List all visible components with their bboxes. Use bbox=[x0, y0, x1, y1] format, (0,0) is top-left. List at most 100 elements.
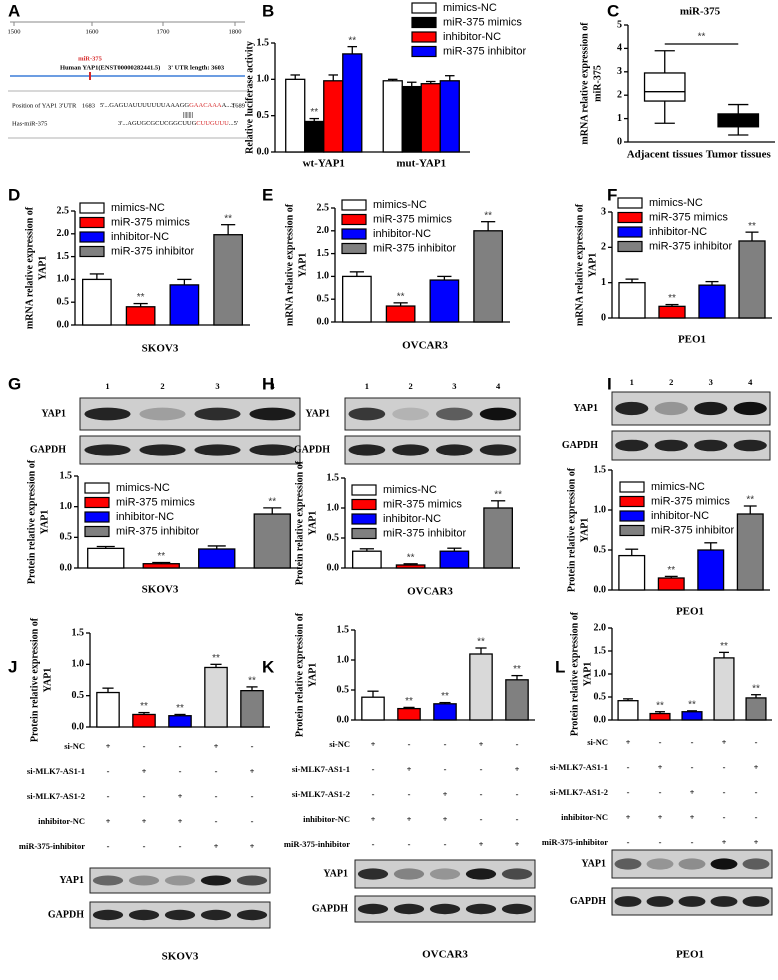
condition-sign: - bbox=[372, 764, 375, 774]
blot-band bbox=[357, 903, 389, 915]
blot-band bbox=[392, 407, 429, 421]
legend-swatch bbox=[79, 231, 105, 243]
significance: ** bbox=[212, 653, 220, 664]
y-tick-label: 1.0 bbox=[327, 502, 340, 513]
blot-band bbox=[479, 444, 517, 456]
significance: ** bbox=[397, 291, 405, 302]
blot-label: YAP1 bbox=[573, 403, 598, 414]
significance: ** bbox=[176, 703, 184, 714]
condition-sign: - bbox=[251, 816, 254, 826]
blot-band bbox=[733, 439, 767, 452]
y-tick-label: 1.0 bbox=[60, 501, 73, 512]
panel-letter: B bbox=[262, 1, 274, 20]
blot-band bbox=[200, 875, 232, 886]
y-tick-label: 5 bbox=[617, 19, 622, 30]
lane-number: 4 bbox=[496, 381, 501, 391]
bar bbox=[240, 690, 264, 728]
condition-sign: - bbox=[516, 739, 519, 749]
legend-swatch bbox=[341, 228, 367, 240]
blot-band bbox=[92, 909, 124, 921]
bar bbox=[401, 85, 422, 153]
condition-sign: + bbox=[690, 812, 695, 822]
condition-sign: - bbox=[627, 787, 630, 797]
legend-swatch bbox=[79, 202, 105, 214]
blot-label: GAPDH bbox=[562, 440, 598, 451]
y-tick-label: 4 bbox=[617, 43, 622, 54]
bar bbox=[361, 696, 385, 721]
legend-label: mimics-NC bbox=[383, 484, 437, 496]
significance: ** bbox=[484, 210, 492, 221]
blot-label: YAP1 bbox=[323, 868, 348, 879]
y-axis-label: YAP1 bbox=[39, 510, 50, 535]
y-axis-label: mRNA relative expression of bbox=[574, 203, 585, 326]
y-tick-label: 0.5 bbox=[72, 690, 85, 701]
blot-band bbox=[249, 407, 296, 421]
y-tick-label: 1 bbox=[617, 113, 622, 124]
significance: ** bbox=[748, 221, 756, 232]
blot-label: GAPDH bbox=[48, 909, 84, 920]
y-tick-label: 1.0 bbox=[72, 659, 85, 670]
legend-swatch bbox=[619, 481, 645, 493]
condition-sign: - bbox=[516, 789, 519, 799]
blot-band bbox=[742, 858, 770, 870]
y-tick-label: 3 bbox=[601, 206, 606, 217]
y-tick-label: 0 bbox=[617, 136, 622, 147]
x-axis-label: OVCAR3 bbox=[422, 949, 468, 961]
bar bbox=[469, 653, 493, 721]
legend-swatch bbox=[79, 245, 105, 258]
condition-sign: + bbox=[479, 739, 484, 749]
condition-sign: - bbox=[143, 841, 146, 851]
bar bbox=[649, 712, 671, 721]
y-axis-label: YAP1 bbox=[307, 511, 318, 536]
x-axis-label: OVCAR3 bbox=[407, 586, 453, 598]
scale-label: 1500 bbox=[8, 28, 21, 35]
bar bbox=[618, 554, 646, 591]
blot-band bbox=[654, 401, 688, 416]
legend-label: miR-375 mimics bbox=[383, 498, 462, 510]
condition-sign: - bbox=[723, 762, 726, 772]
legend-swatch bbox=[619, 524, 645, 537]
lane-number: 1 bbox=[365, 381, 369, 391]
condition-sign: - bbox=[408, 839, 411, 849]
condition-sign: - bbox=[480, 814, 483, 824]
panel-letter: D bbox=[8, 185, 20, 204]
pairing: ||||||| bbox=[183, 111, 193, 118]
condition-label: miR-375-inhibitor bbox=[284, 839, 350, 849]
blot-band bbox=[393, 868, 425, 880]
y-tick-label: 1.5 bbox=[327, 472, 340, 483]
y-tick-label: 0.0 bbox=[327, 562, 340, 573]
blot-label: GAPDH bbox=[294, 444, 330, 455]
y-axis-label: mRNA relative expression of bbox=[24, 206, 35, 329]
blot-band bbox=[128, 875, 160, 886]
legend-swatch bbox=[619, 510, 645, 522]
legend-label: miR-375 mimics bbox=[373, 213, 452, 225]
y-axis-label: YAP1 bbox=[579, 518, 590, 543]
blot-label: YAP1 bbox=[305, 408, 330, 419]
legend-label: inhibitor-NC bbox=[373, 228, 431, 240]
legend-label: miR-375 inhibitor bbox=[649, 240, 732, 252]
legend-swatch bbox=[84, 482, 110, 494]
significance: ** bbox=[668, 293, 676, 304]
condition-sign: + bbox=[214, 741, 219, 751]
blot-band bbox=[742, 896, 770, 907]
condition-label: si-MLK7-AS1-2 bbox=[27, 791, 85, 801]
condition-label: si-MLK7-AS1-1 bbox=[550, 762, 608, 772]
bar bbox=[168, 715, 192, 728]
condition-sign: - bbox=[372, 839, 375, 849]
bar bbox=[82, 278, 112, 326]
sequence-highlight: GAACAAA bbox=[189, 102, 222, 109]
condition-label: inhibitor-NC bbox=[303, 814, 350, 824]
y-tick-label: 0.5 bbox=[257, 110, 270, 121]
bar bbox=[352, 550, 382, 569]
lane-number: 3 bbox=[452, 381, 456, 391]
legend-label: miR-375 inhibitor bbox=[111, 245, 194, 257]
condition-sign: + bbox=[515, 764, 520, 774]
condition-label: si-MLK7-AS1-1 bbox=[27, 766, 85, 776]
condition-sign: - bbox=[372, 789, 375, 799]
legend-swatch bbox=[351, 498, 377, 511]
legend-swatch bbox=[79, 216, 105, 229]
blot-band bbox=[678, 896, 706, 907]
significance: ** bbox=[656, 700, 664, 711]
y-tick-label: 2.0 bbox=[57, 228, 70, 239]
